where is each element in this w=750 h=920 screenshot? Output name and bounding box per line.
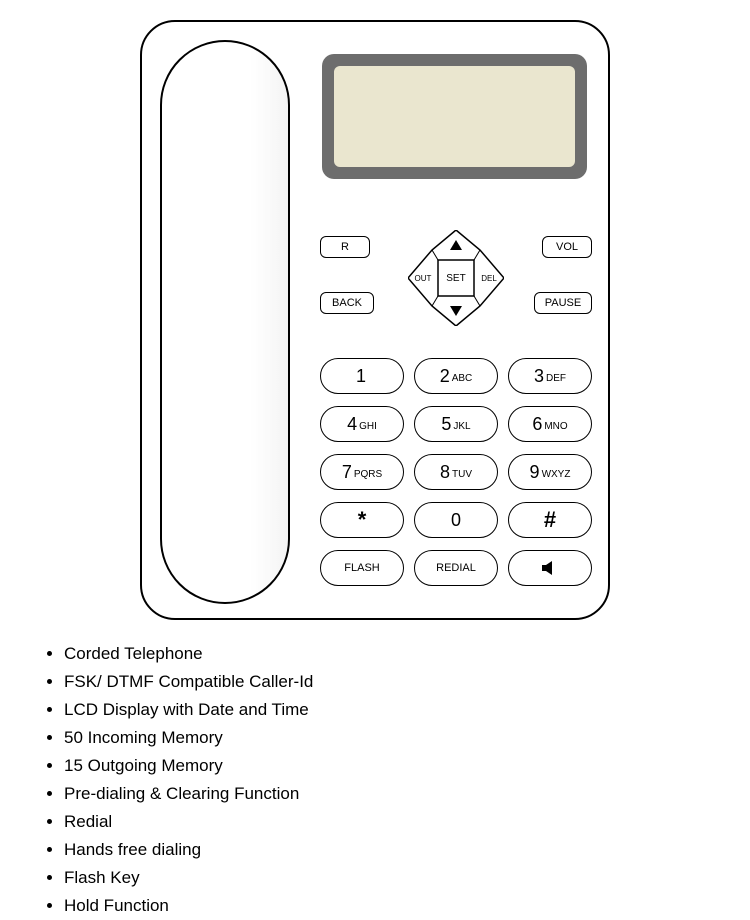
key-num: 6 xyxy=(532,414,542,435)
key-9[interactable]: 9WXYZ xyxy=(508,454,592,490)
key-5[interactable]: 5JKL xyxy=(414,406,498,442)
key-num: 5 xyxy=(441,414,451,435)
key-sub: DEF xyxy=(546,373,566,384)
keypad: 1 2ABC 3DEF 4GHI 5JKL 6MNO 7PQRS 8TUV 9W… xyxy=(320,358,592,586)
phone-body: R VOL BACK PAUSE xyxy=(140,20,610,620)
key-7[interactable]: 7PQRS xyxy=(320,454,404,490)
key-0[interactable]: 0 xyxy=(414,502,498,538)
list-item: Pre-dialing & Clearing Function xyxy=(64,780,750,808)
key-num: 0 xyxy=(451,510,461,531)
key-num: 8 xyxy=(440,462,450,483)
set-button[interactable]: SET xyxy=(438,260,474,296)
feature-list: Corded Telephone FSK/ DTMF Compatible Ca… xyxy=(0,640,750,920)
redial-button[interactable]: REDIAL xyxy=(414,550,498,586)
key-num: 9 xyxy=(530,462,540,483)
key-star[interactable]: * xyxy=(320,502,404,538)
page: R VOL BACK PAUSE xyxy=(0,0,750,920)
key-num: 4 xyxy=(347,414,357,435)
key-num: 1 xyxy=(356,366,366,387)
key-3[interactable]: 3DEF xyxy=(508,358,592,394)
key-sub: MNO xyxy=(544,421,567,432)
back-button[interactable]: BACK xyxy=(320,292,374,314)
key-num: 2 xyxy=(440,366,450,387)
key-sub: WXYZ xyxy=(542,469,571,480)
flash-button[interactable]: FLASH xyxy=(320,550,404,586)
key-num: 3 xyxy=(534,366,544,387)
nav-area: R VOL BACK PAUSE xyxy=(320,222,592,347)
down-button[interactable] xyxy=(438,306,474,326)
out-button[interactable]: OUT xyxy=(408,230,438,326)
key-sub: GHI xyxy=(359,421,377,432)
list-item: LCD Display with Date and Time xyxy=(64,696,750,724)
list-item: 15 Outgoing Memory xyxy=(64,752,750,780)
key-1[interactable]: 1 xyxy=(320,358,404,394)
handset xyxy=(160,40,290,604)
key-hash[interactable]: # xyxy=(508,502,592,538)
up-button[interactable] xyxy=(438,230,474,250)
vol-button[interactable]: VOL xyxy=(542,236,592,258)
list-item: Redial xyxy=(64,808,750,836)
key-8[interactable]: 8TUV xyxy=(414,454,498,490)
pause-button[interactable]: PAUSE xyxy=(534,292,592,314)
r-button[interactable]: R xyxy=(320,236,370,258)
key-num: 7 xyxy=(342,462,352,483)
key-sub: TUV xyxy=(452,469,472,480)
speaker-button[interactable] xyxy=(508,550,592,586)
key-sub: ABC xyxy=(452,373,473,384)
key-6[interactable]: 6MNO xyxy=(508,406,592,442)
list-item: Flash Key xyxy=(64,864,750,892)
key-sub: PQRS xyxy=(354,469,382,480)
lcd-screen xyxy=(334,66,575,167)
list-item: Hold Function xyxy=(64,892,750,920)
key-sub: JKL xyxy=(453,421,470,432)
key-2[interactable]: 2ABC xyxy=(414,358,498,394)
del-button[interactable]: DEL xyxy=(474,230,504,326)
nav-pad: OUT SET DEL xyxy=(408,230,504,326)
key-4[interactable]: 4GHI xyxy=(320,406,404,442)
list-item: 50 Incoming Memory xyxy=(64,724,750,752)
list-item: Hands free dialing xyxy=(64,836,750,864)
phone-illustration: R VOL BACK PAUSE xyxy=(140,20,610,620)
speaker-icon xyxy=(540,560,560,576)
key-num: * xyxy=(358,507,367,533)
key-num: # xyxy=(544,507,556,533)
lcd-frame xyxy=(322,54,587,179)
list-item: Corded Telephone xyxy=(64,640,750,668)
list-item: FSK/ DTMF Compatible Caller-Id xyxy=(64,668,750,696)
